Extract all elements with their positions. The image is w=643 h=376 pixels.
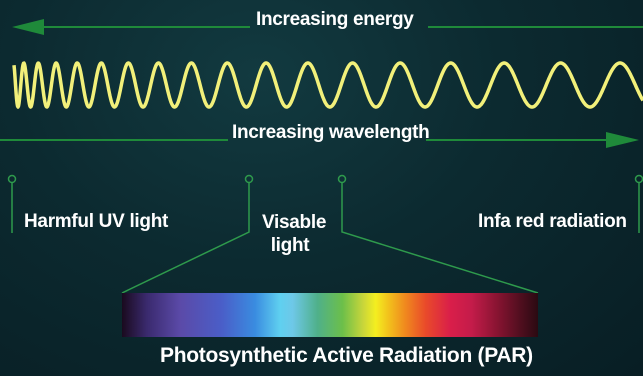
visible-light-label: Visable light [262,212,327,256]
ir-connector-dot [634,174,643,184]
energy-arrow-head [12,19,44,35]
uv-light-label: Harmful UV light [24,211,169,232]
visible-connector-line-left [121,183,250,294]
infrared-radiation-label: Infa red radiation [478,211,627,232]
visible-connector-line-right [341,183,539,294]
visible-spectrum-bar [122,293,538,337]
wave-line [12,61,643,109]
wavelength-arrow-head [606,132,639,148]
visible-connector-dot-right [337,174,347,184]
increasing-energy-label: Increasing energy [256,9,414,30]
increasing-wavelength-label: Increasing wavelength [232,122,430,143]
par-label: Photosynthetic Active Radiation (PAR) [160,344,533,367]
uv-connector-dot [7,174,17,184]
visible-connector-dot-left [244,174,254,184]
